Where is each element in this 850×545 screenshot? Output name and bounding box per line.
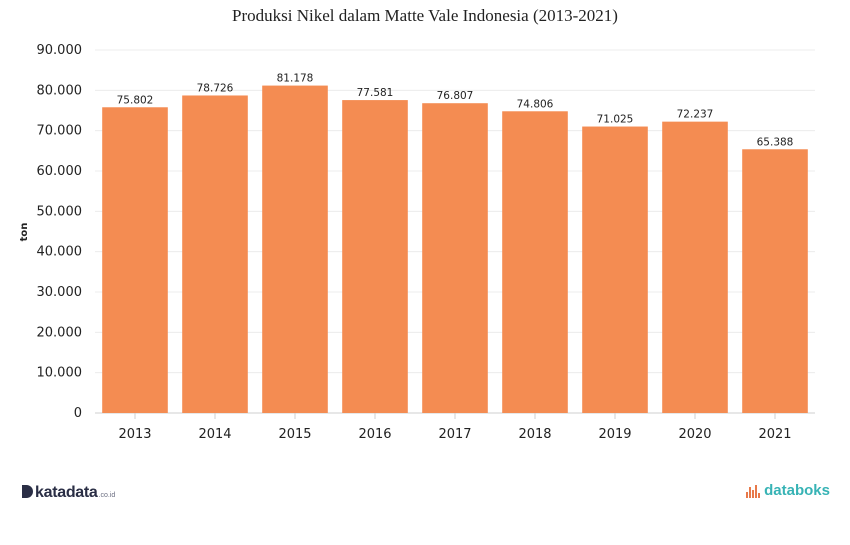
bars: [102, 85, 808, 414]
data-label-2018: 74.806: [517, 98, 554, 110]
bar-2018: [502, 111, 568, 413]
x-tick-label-2020: 2020: [678, 427, 711, 442]
chart-title: Produksi Nikel dalam Matte Vale Indonesi…: [232, 6, 618, 25]
data-label-2013: 75.802: [117, 94, 154, 106]
y-tick-label: 60.000: [37, 164, 83, 179]
bar-2014: [182, 95, 248, 413]
katadata-logo: katadata .co.id: [22, 484, 115, 502]
data-label-2015: 81.178: [277, 73, 314, 85]
y-tick-label: 30.000: [37, 285, 83, 300]
y-tick-label: 20.000: [37, 325, 83, 340]
katadata-mark-icon: [22, 485, 33, 498]
data-label-2021: 65.388: [757, 136, 794, 148]
data-label-2016: 77.581: [357, 87, 394, 99]
bar-chart: 0 10.000 20.000 30.000 40.000 50.000 60.000 70.…: [19, 43, 815, 442]
x-tick-label-2016: 2016: [358, 427, 391, 442]
data-label-2019: 71.025: [597, 114, 634, 126]
data-label-2017: 76.807: [437, 90, 474, 102]
y-tick-label: 90.000: [37, 43, 83, 58]
databoks-name: databoks: [764, 482, 830, 499]
bar-2021: [742, 149, 808, 413]
bar-2013: [102, 107, 168, 414]
bar-2016: [342, 100, 408, 413]
y-tick-label: 0: [74, 406, 82, 421]
bar-2017: [422, 103, 488, 414]
bar-2019: [582, 126, 648, 413]
y-tick-label: 80.000: [37, 83, 83, 98]
x-axis-ticks: 2013 2014 2015 2016 2017 2018 2019 2020 2021: [118, 413, 792, 442]
x-tick-label-2017: 2017: [438, 427, 471, 442]
data-label-2020: 72.237: [677, 109, 714, 121]
y-tick-label: 70.000: [37, 124, 83, 139]
y-tick-label: 40.000: [37, 245, 83, 260]
y-tick-label: 50.000: [37, 204, 83, 219]
databoks-logo: databoks: [746, 482, 830, 499]
y-tick-label: 10.000: [37, 366, 83, 381]
katadata-name: katadata: [35, 484, 98, 501]
x-tick-label-2015: 2015: [278, 427, 311, 442]
x-tick-label-2013: 2013: [118, 427, 151, 442]
y-axis-label: ton: [19, 223, 30, 242]
bar-2020: [662, 121, 728, 413]
x-tick-label-2019: 2019: [598, 427, 631, 442]
databoks-bars-icon: [746, 484, 761, 498]
katadata-suffix: .co.id: [98, 492, 116, 499]
data-label-2014: 78.726: [197, 82, 234, 94]
data-labels: 75.802 78.726 81.178 77.581 76.807 74.806 71.0…: [117, 73, 794, 149]
y-axis-ticks: 0 10.000 20.000 30.000 40.000 50.000 60.000 70.…: [37, 43, 83, 421]
bar-2015: [262, 85, 328, 414]
x-tick-label-2021: 2021: [758, 427, 791, 442]
x-tick-label-2014: 2014: [198, 427, 231, 442]
x-tick-label-2018: 2018: [518, 427, 551, 442]
